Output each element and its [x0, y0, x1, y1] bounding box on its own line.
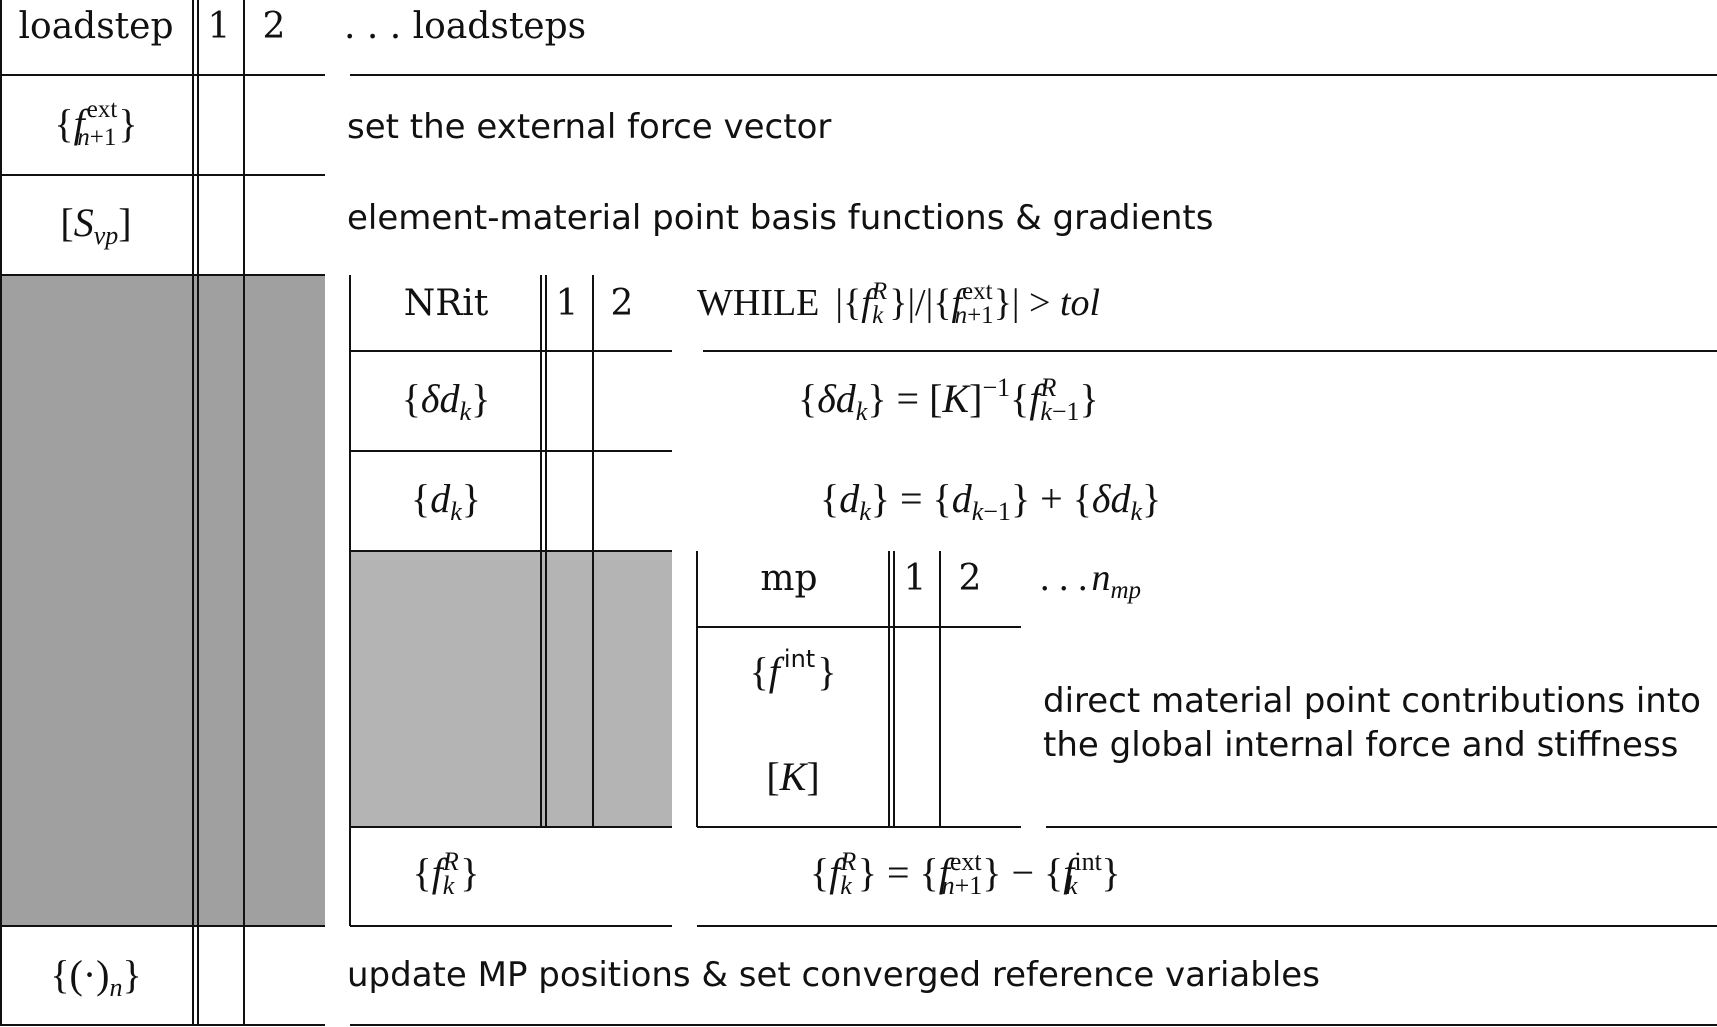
nrit-col-1: 1: [556, 283, 579, 324]
fext-label: {fext n+1}: [54, 96, 137, 151]
mp-col-1: 1: [904, 558, 927, 599]
nrit-col-2: 2: [611, 283, 634, 324]
d-label: {dk}: [411, 476, 481, 526]
delta-d-label: {δdk}: [402, 376, 491, 426]
residual-equation: {fR k} = {fext n+1} − {fint k}: [810, 847, 1121, 900]
k-label: [K]: [766, 754, 819, 799]
mp-more-dots: . . .: [1040, 557, 1088, 599]
nrit-header: NRit: [404, 283, 489, 324]
residual-label: {fR k}: [413, 847, 480, 900]
d-equation: {dk} = {dk−1} + {δdk}: [820, 476, 1161, 526]
while-condition: WHILE |{fR k}|/|{fext n+1}| > tol: [697, 278, 1100, 329]
loadstep-col-2: 2: [263, 6, 286, 47]
svp-label: [Svp]: [60, 200, 131, 250]
nr-loop-shade: [350, 551, 672, 827]
mp-description-line-2: the global internal force and stiffness: [1043, 725, 1678, 765]
mp-col-2: 2: [959, 558, 982, 599]
loadstep-header: loadstep: [19, 6, 174, 47]
update-label: {(·)n}: [50, 952, 141, 1002]
loadsteps-more: . . . loadsteps: [344, 6, 586, 47]
outer-loop-shade: [0, 275, 325, 926]
tolerance: tol: [1060, 282, 1100, 324]
nr-table-lines: [349, 275, 1717, 927]
delta-d-equation: {δdk} = [K]−1{fR k−1}: [798, 373, 1099, 426]
mp-more: . . . nmp: [1040, 557, 1141, 604]
while-word: WHILE: [697, 282, 819, 324]
update-description: update MP positions & set converged refe…: [347, 955, 1320, 995]
loadstep-col-1: 1: [208, 6, 231, 47]
mp-more-var: n: [1092, 557, 1111, 599]
mp-header: mp: [760, 558, 817, 599]
fint-label: {f int}: [750, 645, 837, 694]
mp-description-line-1: direct material point contributions into: [1043, 681, 1701, 721]
fext-description: set the external force vector: [347, 107, 831, 147]
mp-table-lines: [696, 551, 1717, 828]
svp-description: element-material point basis functions &…: [347, 198, 1213, 238]
mp-more-sub: mp: [1111, 577, 1142, 604]
